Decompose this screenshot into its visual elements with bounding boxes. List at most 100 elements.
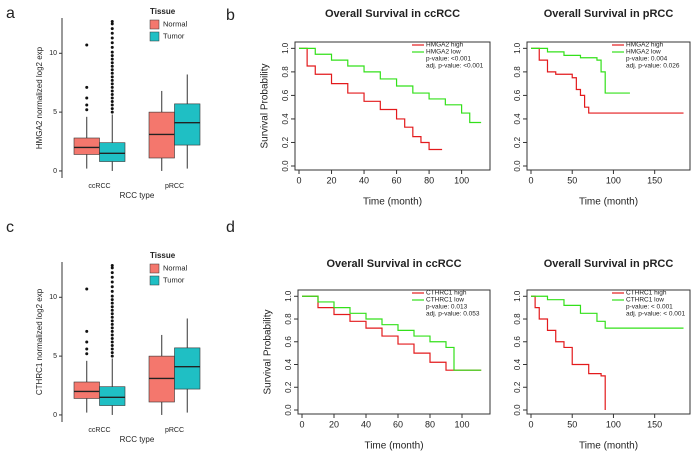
outlier	[110, 312, 114, 316]
x-tick-label: 60	[392, 175, 402, 185]
plot-frame	[294, 41, 491, 171]
x-tick-label: 100	[454, 419, 469, 429]
outlier	[110, 298, 114, 302]
outlier	[110, 61, 114, 65]
legend-label: CTHRC1 low	[426, 297, 464, 304]
y-tick-label: 0.2	[513, 136, 522, 148]
panel-label: d	[226, 219, 235, 236]
legend-title: Tissue	[150, 7, 176, 16]
x-axis-label: RCC type	[120, 191, 155, 200]
y-tick-label: 1.0	[281, 42, 290, 54]
outlier	[110, 92, 114, 96]
x-tick-label: pRCC	[165, 183, 184, 190]
y-tick-label: 0.8	[284, 313, 293, 325]
box	[73, 137, 100, 155]
y-tick-label: 1.0	[513, 42, 522, 54]
plot-frame	[297, 289, 491, 415]
annotation: adj. p-value: 0.053	[426, 311, 480, 318]
x-axis-label: Time (month)	[363, 197, 422, 208]
outlier	[110, 54, 114, 58]
legend-label: CTHRC1 high	[626, 290, 667, 297]
box	[174, 347, 201, 390]
outlier	[110, 301, 114, 305]
legend-label: CTHRC1 high	[426, 290, 467, 297]
legend-label: Normal	[163, 263, 188, 272]
outlier	[85, 96, 89, 100]
outlier	[110, 68, 114, 72]
y-tick-label: 0.6	[513, 89, 522, 101]
outlier	[110, 57, 114, 61]
outlier	[110, 347, 114, 351]
outlier	[85, 108, 89, 112]
panel-label: c	[6, 219, 14, 236]
chart-title: Overall Survival in ccRCC	[326, 258, 461, 270]
y-tick-label: 0.2	[284, 381, 293, 393]
y-tick-label: 5	[53, 109, 57, 116]
legend-swatch	[149, 19, 160, 30]
box	[73, 381, 100, 399]
x-tick-label: 80	[424, 175, 434, 185]
outlier	[110, 103, 114, 107]
legend-label: HMGA2 low	[626, 49, 661, 56]
y-tick-label: 0.0	[513, 160, 522, 172]
legend-label: Tumor	[163, 275, 185, 284]
outlier	[110, 78, 114, 82]
chart-title: Overall Survival in pRCC	[544, 8, 674, 20]
survival-curve	[302, 295, 482, 371]
legend-swatch	[149, 31, 160, 42]
legend-label: Normal	[163, 19, 188, 28]
chart-title: Overall Survival in pRCC	[544, 258, 674, 270]
outlier	[110, 107, 114, 111]
x-tick-label: 100	[606, 175, 621, 185]
outlier	[110, 333, 114, 337]
y-tick-label: 0.4	[284, 358, 293, 370]
x-tick-label: ccRCC	[88, 427, 110, 434]
outlier	[85, 329, 89, 333]
y-tick-label: 10	[49, 294, 57, 301]
x-axis-label: Time (month)	[364, 441, 423, 452]
chart-title: Overall Survival in ccRCC	[325, 8, 460, 20]
y-tick-label: 0.6	[513, 336, 522, 348]
legend-label: HMGA2 high	[426, 42, 464, 49]
x-tick-label: 50	[567, 419, 577, 429]
outlier	[110, 82, 114, 86]
x-tick-label: ccRCC	[88, 183, 110, 190]
plot-frame	[526, 289, 691, 415]
y-axis-label: Survival Probability	[260, 63, 271, 148]
y-tick-label: 0.0	[284, 404, 293, 416]
outlier	[110, 41, 114, 45]
y-tick-label: 1.0	[513, 290, 522, 302]
outlier	[85, 340, 89, 344]
outlier	[110, 22, 114, 26]
outlier	[110, 280, 114, 284]
outlier	[85, 103, 89, 107]
outlier	[110, 351, 114, 355]
x-axis-label: Time (month)	[579, 197, 638, 208]
survival-curve	[531, 295, 684, 329]
survival-curve	[531, 47, 630, 94]
legend-swatch	[149, 263, 160, 274]
outlier	[110, 96, 114, 100]
y-tick-label: 0.4	[281, 113, 290, 125]
y-axis-label: CTHRC1 normalized log2 exp	[35, 288, 44, 395]
y-tick-label: 10	[49, 50, 57, 57]
annotation: p-value: < 0.001	[626, 304, 673, 311]
x-axis-label: Time (month)	[579, 441, 638, 452]
annotation: adj. p-value: < 0.001	[626, 311, 685, 318]
y-tick-label: 0.4	[513, 358, 522, 370]
outlier	[110, 305, 114, 309]
survival-curve	[531, 47, 684, 114]
outlier	[110, 20, 114, 24]
outlier	[85, 287, 89, 291]
x-tick-label: 40	[359, 175, 369, 185]
y-tick-label: 0.2	[513, 381, 522, 393]
outlier	[110, 315, 114, 319]
x-tick-label: 40	[361, 419, 371, 429]
x-tick-label: 0	[528, 175, 533, 185]
annotation: adj. p-value: <0.001	[426, 63, 484, 70]
panel-label: a	[6, 5, 15, 22]
outlier	[110, 266, 114, 270]
y-tick-label: 0.6	[284, 336, 293, 348]
survival-curve	[531, 295, 606, 410]
annotation: p-value: 0.004	[626, 56, 668, 63]
